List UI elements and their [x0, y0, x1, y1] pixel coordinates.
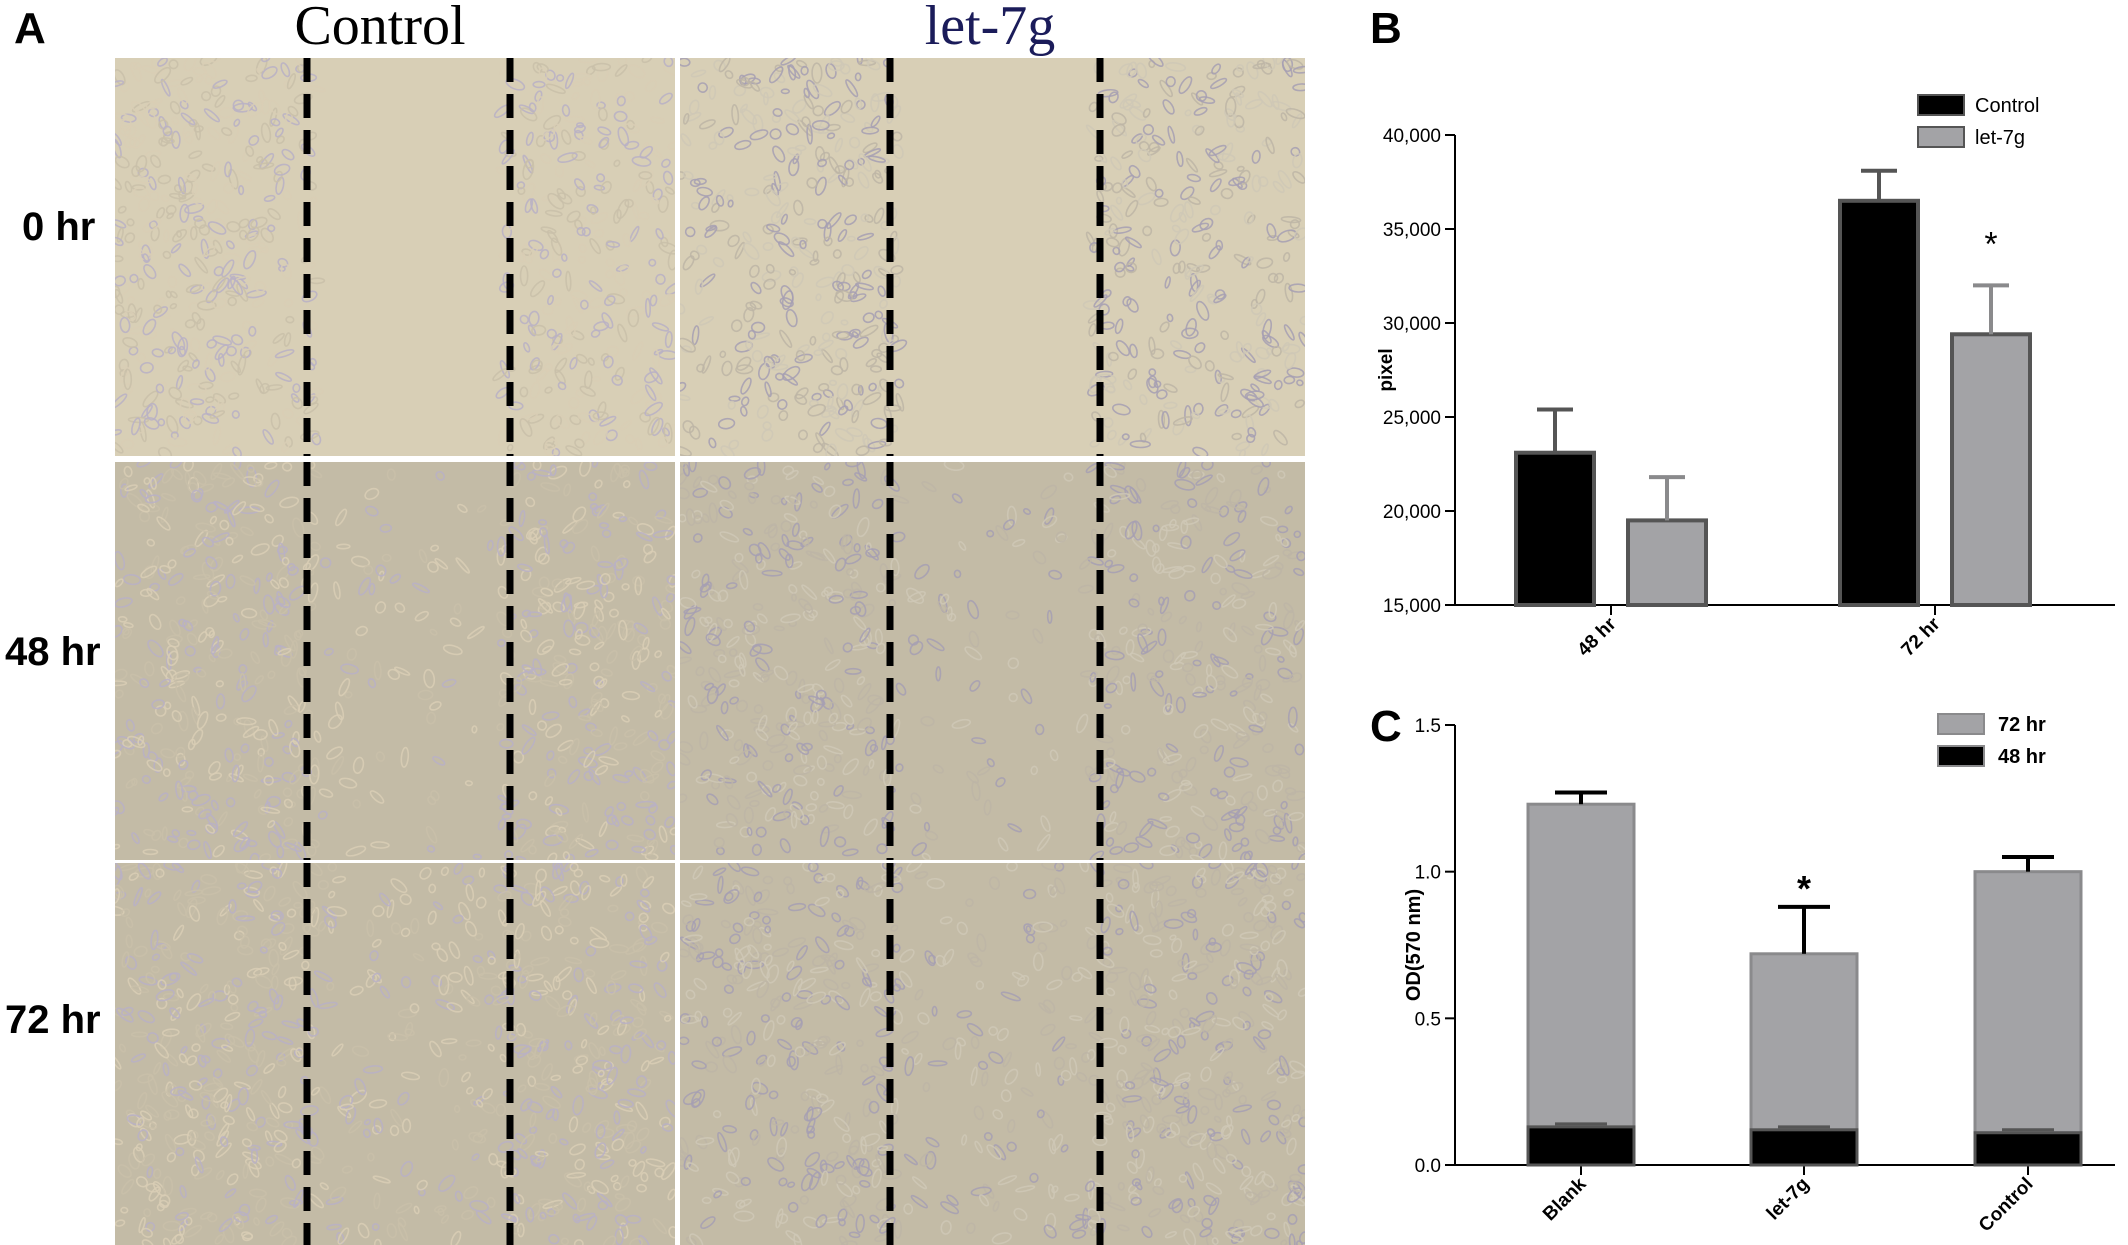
column-title-control: Control [294, 0, 466, 57]
panel-a-letter: A [14, 4, 46, 53]
micrograph-let7g-72hr [680, 863, 1305, 1245]
bar-control [1514, 450, 1596, 607]
bar-let-7g [1950, 332, 2032, 607]
x-tick-label: let-7g [1763, 1174, 1814, 1225]
micrograph-let7g-0hr [680, 58, 1305, 456]
bar-control [1838, 198, 1920, 608]
legend-swatch-48hr [1937, 745, 1985, 767]
row-label-48hr: 48 hr [5, 630, 101, 674]
column-title-let7g: let-7g [924, 0, 1056, 57]
y-tick-label: 25,000 [1383, 408, 1441, 429]
y-tick-label: 35,000 [1383, 220, 1441, 241]
legend-label: 48 hr [1998, 746, 2046, 768]
row-label-72hr: 72 hr [5, 998, 101, 1042]
y-axis-title: OD(570 nm) [1403, 889, 1425, 1001]
micrograph-control-0hr [115, 58, 675, 456]
significance-asterisk: * [1984, 225, 1997, 263]
panel-b-bar-chart: 15,000 20,000 25,000 30,000 35,000 40,000 pixe… [1376, 94, 2115, 661]
y-tick-label: 1.5 [1415, 716, 1441, 737]
bar-let-7g [1626, 518, 1708, 607]
legend-label: 72 hr [1998, 714, 2046, 736]
legend-swatch-let-7g [1917, 126, 1965, 148]
bar-72hr [1526, 802, 1636, 1167]
x-tick-label: 48 hr [1574, 613, 1621, 660]
panel-c-stacked-bar-chart: 0.0 0.5 1.0 1.5 OD(570 nm) Blank let-7g Control… [1403, 713, 2115, 1237]
row-label-0hr: 0 hr [22, 205, 96, 249]
panel-b-letter: B [1370, 4, 1402, 53]
micrograph-control-48hr [115, 462, 675, 860]
legend-swatch-72hr [1937, 713, 1985, 735]
micrograph-let7g-48hr [680, 462, 1305, 860]
y-tick-label: 30,000 [1383, 314, 1441, 335]
x-tick-label: Blank [1539, 1173, 1591, 1225]
x-tick-label: 72 hr [1898, 613, 1945, 660]
y-tick-label: 0.0 [1415, 1156, 1441, 1177]
x-tick-label: Control [1975, 1174, 2038, 1237]
significance-asterisk: * [1797, 868, 1811, 909]
panel-c-letter: C [1370, 702, 1402, 751]
legend-label: Control [1975, 95, 2039, 117]
bar-48hr [1973, 1131, 2083, 1167]
y-tick-label: 40,000 [1383, 126, 1441, 147]
y-tick-label: 15,000 [1383, 596, 1441, 617]
legend-swatch-control [1917, 94, 1965, 116]
legend-label: let-7g [1975, 127, 2025, 149]
bar-48hr [1526, 1125, 1636, 1167]
bar-48hr [1749, 1128, 1859, 1167]
y-axis-title: pixel [1376, 348, 1397, 391]
y-tick-label: 20,000 [1383, 502, 1441, 523]
micrograph-control-72hr [115, 863, 675, 1245]
bar-72hr [1973, 870, 2083, 1167]
y-tick-label: 1.0 [1415, 863, 1441, 884]
y-tick-label: 0.5 [1415, 1009, 1441, 1030]
